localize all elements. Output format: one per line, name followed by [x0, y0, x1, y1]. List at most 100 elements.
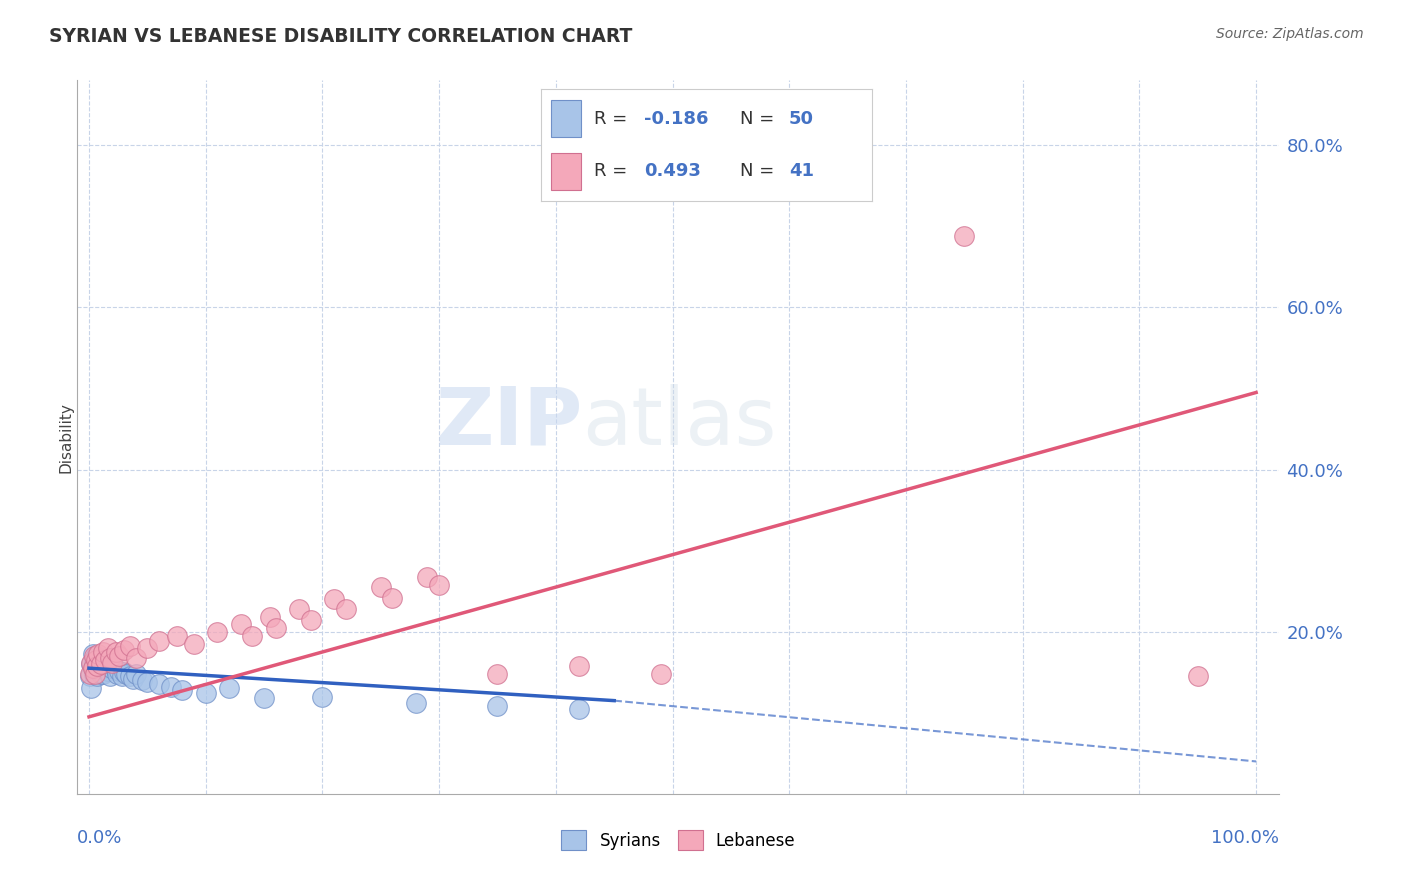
- Point: [405, 696, 427, 710]
- Point: [101, 656, 124, 670]
- Point: [86, 657, 108, 672]
- Point: [218, 681, 240, 696]
- Point: [96, 650, 118, 665]
- Point: [98, 669, 121, 683]
- Point: [122, 672, 145, 686]
- Point: [486, 699, 509, 714]
- Point: [86, 669, 108, 683]
- Point: [84, 648, 107, 663]
- Point: [83, 656, 105, 670]
- Text: SYRIAN VS LEBANESE DISABILITY CORRELATION CHART: SYRIAN VS LEBANESE DISABILITY CORRELATIO…: [49, 27, 633, 45]
- Point: [427, 577, 450, 591]
- Point: [118, 640, 141, 654]
- Point: [83, 665, 105, 680]
- Point: [323, 592, 346, 607]
- Point: [97, 658, 120, 673]
- Point: [136, 640, 159, 655]
- Point: [229, 616, 252, 631]
- Point: [264, 621, 287, 635]
- Point: [125, 666, 148, 681]
- Point: [98, 650, 121, 665]
- Point: [83, 666, 105, 681]
- Point: [259, 610, 281, 624]
- Point: [90, 661, 112, 675]
- Text: 41: 41: [789, 161, 814, 179]
- Point: [253, 691, 276, 706]
- Point: [335, 602, 357, 616]
- Point: [86, 658, 108, 673]
- Point: [370, 580, 392, 594]
- Point: [381, 591, 404, 605]
- Point: [87, 653, 110, 667]
- Text: N =: N =: [740, 161, 779, 179]
- Point: [104, 661, 127, 675]
- Point: [91, 645, 114, 659]
- Point: [115, 666, 138, 681]
- Point: [568, 658, 591, 673]
- Point: [79, 669, 101, 683]
- Point: [90, 656, 112, 670]
- Point: [172, 683, 194, 698]
- Point: [105, 666, 128, 681]
- Text: R =: R =: [595, 161, 633, 179]
- Point: [111, 669, 134, 683]
- Point: [89, 658, 111, 673]
- Point: [80, 657, 103, 672]
- Point: [131, 673, 153, 688]
- Point: [93, 657, 115, 672]
- Text: -0.186: -0.186: [644, 111, 709, 128]
- Text: N =: N =: [740, 111, 779, 128]
- Point: [80, 681, 103, 696]
- Point: [194, 685, 217, 699]
- Point: [94, 653, 117, 667]
- Point: [91, 666, 114, 681]
- Point: [568, 702, 591, 716]
- Text: R =: R =: [595, 111, 633, 128]
- Point: [486, 666, 509, 681]
- Point: [79, 666, 101, 681]
- Point: [299, 613, 322, 627]
- Point: [108, 648, 131, 663]
- Text: 50: 50: [789, 111, 814, 128]
- Point: [166, 629, 188, 643]
- Point: [83, 648, 105, 663]
- Text: atlas: atlas: [582, 384, 776, 462]
- Point: [84, 653, 107, 667]
- Point: [82, 661, 104, 675]
- Point: [97, 640, 120, 655]
- Point: [1187, 669, 1209, 683]
- Text: 0.0%: 0.0%: [77, 829, 122, 847]
- Point: [91, 653, 114, 667]
- Point: [90, 657, 112, 672]
- Bar: [551, 101, 581, 137]
- Point: [125, 650, 148, 665]
- Point: [83, 666, 105, 681]
- Point: [650, 666, 672, 681]
- Point: [112, 642, 135, 657]
- Point: [288, 602, 311, 616]
- Point: [83, 650, 105, 665]
- Point: [101, 657, 124, 672]
- Point: [90, 666, 112, 681]
- Point: [97, 664, 120, 678]
- Point: [118, 669, 141, 683]
- Point: [82, 661, 104, 675]
- Text: Source: ZipAtlas.com: Source: ZipAtlas.com: [1216, 27, 1364, 41]
- Legend: Syrians, Lebanese: Syrians, Lebanese: [554, 823, 803, 857]
- Point: [87, 664, 110, 678]
- Point: [136, 675, 159, 690]
- Point: [112, 665, 135, 680]
- Bar: [551, 153, 581, 189]
- Point: [148, 634, 170, 648]
- Point: [104, 645, 127, 659]
- Point: [80, 656, 103, 670]
- Point: [953, 229, 976, 244]
- Point: [242, 629, 264, 643]
- Point: [416, 569, 439, 583]
- Point: [159, 680, 181, 694]
- Y-axis label: Disability: Disability: [58, 401, 73, 473]
- Text: 100.0%: 100.0%: [1212, 829, 1279, 847]
- Point: [311, 690, 333, 704]
- Point: [87, 648, 110, 662]
- Point: [82, 648, 104, 662]
